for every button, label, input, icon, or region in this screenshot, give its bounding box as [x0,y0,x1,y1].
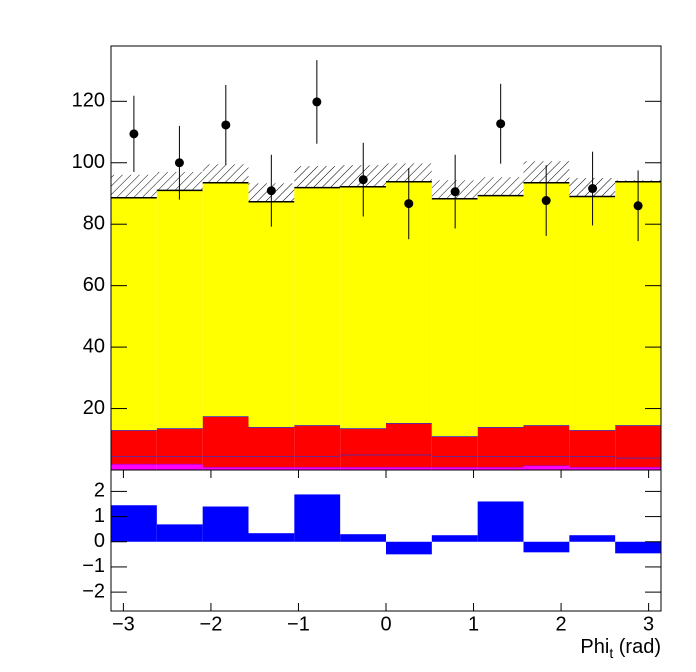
stack-segment [202,466,249,470]
data-point [450,187,460,197]
data-point [129,129,139,139]
y-tick-label: 60 [83,274,105,296]
stack-segment [615,425,661,458]
data-point [266,186,276,196]
data-point [358,175,368,185]
uncertainty-band [111,174,157,198]
ratio-bar [294,494,341,542]
uncertainty-band [477,177,524,196]
ratio-bar [431,535,478,542]
y-tick-label: 80 [83,212,105,234]
stack-segment [386,454,432,467]
ratio-bar [202,506,249,542]
stack-segment [569,196,616,431]
stack-segment [386,466,432,470]
stack-segment [477,456,524,467]
data-point [633,201,643,211]
stack-segment [294,456,341,467]
stack-segment [202,182,249,417]
x-tick-label: 1 [468,613,479,635]
stack-segment [248,201,295,427]
data-point [404,199,414,209]
stack-segment [523,465,570,470]
x-tick-label: −1 [287,613,310,635]
stack-segment [111,197,157,431]
data-point [541,196,551,206]
ratio-bar [156,524,203,542]
ratio-bar [477,501,524,542]
stack-segment [615,466,661,470]
ratio-bar [111,505,157,542]
stack-segment [431,456,478,467]
stack-segment [202,456,249,467]
data-point [312,97,322,107]
y-tick-label: 1 [94,505,105,527]
x-tick-label: 3 [643,613,654,635]
stack-segment [156,456,203,464]
data-point [496,119,506,129]
stack-segment [569,456,616,467]
stack-segment [111,430,157,457]
stack-segment [248,426,295,457]
stack-segment [294,425,341,457]
y-tick-label: 40 [83,335,105,357]
y-tick-label: −1 [82,555,105,577]
stack-segment [431,466,478,470]
data-point [221,120,231,130]
stack-segment [156,428,203,457]
stack-segment [340,428,386,455]
stack-segment [340,466,386,470]
ratio-bar [523,541,570,553]
x-tick-label: −3 [112,613,135,635]
y-tick-label: 20 [83,397,105,419]
x-tick-label: 2 [556,613,567,635]
stack-segment [248,456,295,467]
stack-segment [477,195,524,427]
stack-segment [111,456,157,464]
y-tick-label: 2 [94,480,105,502]
stack-segment [156,463,203,470]
stack-segment [294,466,341,470]
stack-segment [431,436,478,457]
ratio-bar [248,533,295,542]
y-tick-label: 120 [72,90,105,112]
uncertainty-band [294,166,341,188]
stack-segment [523,456,570,466]
data-point [588,184,598,194]
uncertainty-band [202,164,249,183]
stack-segment [386,422,432,455]
stack-segment [431,198,478,437]
y-tick-label: 0 [94,530,105,552]
x-tick-label: −2 [200,613,223,635]
stack-segment [569,466,616,470]
ratio-bar [340,534,386,542]
stack-segment [294,187,341,426]
y-tick-label: 100 [72,151,105,173]
x-tick-label: 0 [380,613,391,635]
stack-segment [340,454,386,467]
stack-segment [477,466,524,470]
stack-segment [615,457,661,467]
stack-segment [477,426,524,457]
x-axis-title: Phit (rad) [580,636,661,660]
ratio-bar [386,541,432,555]
stack-segment [340,186,386,429]
y-tick-label: −2 [82,580,105,602]
stack-segment [248,466,295,470]
stack-segment [569,430,616,457]
stack-segment [202,416,249,457]
ratio-bar [615,541,661,554]
ratio-bar [569,535,616,542]
stack-segment [156,190,203,429]
stack-segment [523,425,570,457]
stack-segment [111,463,157,470]
data-point [174,158,184,168]
